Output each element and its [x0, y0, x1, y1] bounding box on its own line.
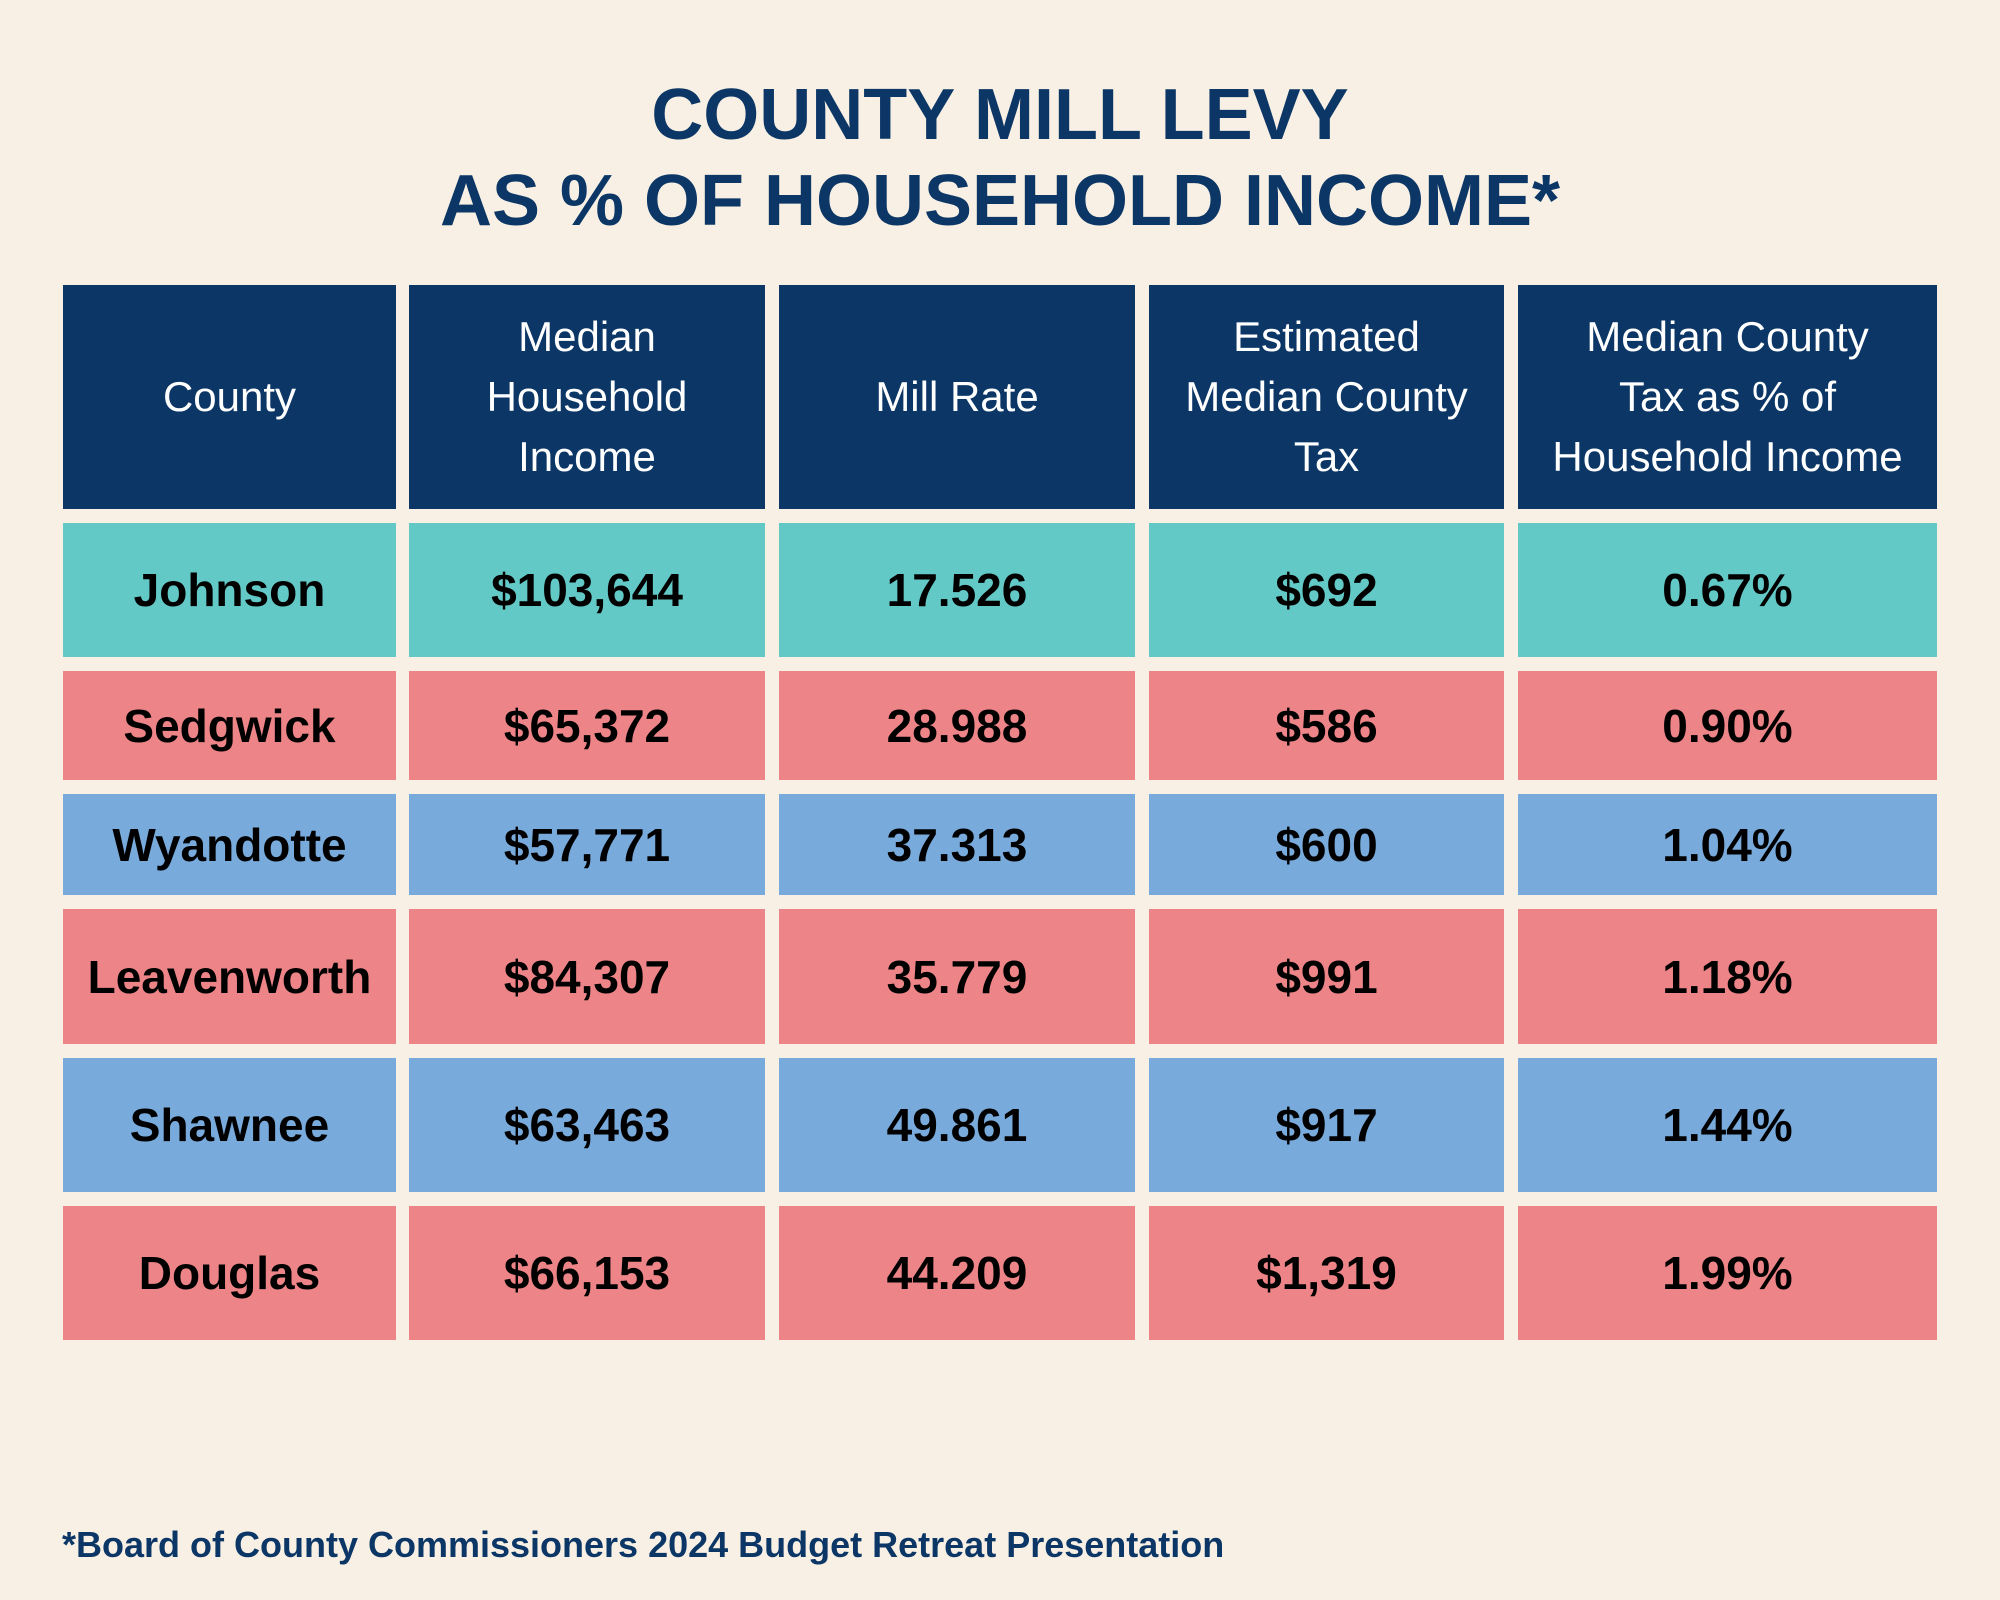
header-county: County [63, 285, 396, 509]
cell-tax-pct-of-income: 0.90% [1518, 671, 1937, 780]
header-line: Household [486, 373, 688, 420]
title-line-2: AS % OF HOUSEHOLD INCOME* [439, 161, 1561, 241]
cell-tax-pct-of-income: 0.67% [1518, 523, 1937, 657]
cell-mill-rate: 44.209 [779, 1206, 1135, 1340]
cell-median-household-income: $65,372 [409, 671, 765, 780]
cell-estimated-median-county-tax: $1,319 [1149, 1206, 1504, 1340]
cell-estimated-median-county-tax: $692 [1149, 523, 1504, 657]
cell-estimated-median-county-tax: $991 [1149, 909, 1504, 1044]
cell-county: Johnson [63, 523, 396, 657]
cell-mill-rate: 49.861 [779, 1058, 1135, 1192]
header-county-line: County [162, 373, 297, 420]
header-line: Estimated [1233, 313, 1420, 360]
cell-estimated-median-county-tax: $586 [1149, 671, 1504, 780]
cell-median-household-income: $57,771 [409, 794, 765, 895]
cell-county: Leavenworth [63, 909, 396, 1044]
cell-tax-pct-of-income: 1.44% [1518, 1058, 1937, 1192]
cell-county: Wyandotte [63, 794, 396, 895]
cell-estimated-median-county-tax: $917 [1149, 1058, 1504, 1192]
table-header-row: County Median Household Income Mill Rate… [63, 285, 1937, 509]
source-footnote: *Board of County Commissioners 2024 Budg… [62, 1524, 1225, 1565]
header-tax-pct-of-income: Median County Tax as % of Household Inco… [1518, 285, 1937, 509]
cell-tax-pct-of-income: 1.99% [1518, 1206, 1937, 1340]
cell-mill-rate: 28.988 [779, 671, 1135, 780]
cell-tax-pct-of-income: 1.04% [1518, 794, 1937, 895]
cell-mill-rate: 17.526 [779, 523, 1135, 657]
header-line: Tax [1293, 433, 1360, 480]
header-line: Median County [1586, 313, 1869, 360]
cell-tax-pct-of-income: 1.18% [1518, 909, 1937, 1044]
header-line: Income [518, 433, 656, 480]
page-title: COUNTY MILL LEVY AS % OF HOUSEHOLD INCOM… [0, 72, 2000, 244]
cell-estimated-median-county-tax: $600 [1149, 794, 1504, 895]
table-row: Shawnee $63,463 49.861 $917 1.44% [63, 1058, 1937, 1192]
header-line: Tax as % of [1618, 373, 1837, 420]
header-line: Mill Rate [875, 373, 1039, 420]
header-mill-rate: Mill Rate [779, 285, 1135, 509]
cell-mill-rate: 37.313 [779, 794, 1135, 895]
cell-county: Sedgwick [63, 671, 396, 780]
header-line: Household Income [1552, 433, 1903, 480]
header-median-household-income: Median Household Income [409, 285, 765, 509]
cell-median-household-income: $84,307 [409, 909, 765, 1044]
table-row: Johnson $103,644 17.526 $692 0.67% [63, 523, 1937, 657]
header-line: Median [518, 313, 656, 360]
cell-median-household-income: $103,644 [409, 523, 765, 657]
cell-median-household-income: $63,463 [409, 1058, 765, 1192]
header-estimated-median-county-tax: Estimated Median County Tax [1149, 285, 1504, 509]
cell-county: Douglas [63, 1206, 396, 1340]
table-row: Sedgwick $65,372 28.988 $586 0.90% [63, 671, 1937, 780]
title-line-1: COUNTY MILL LEVY [651, 75, 1349, 155]
table-row: Wyandotte $57,771 37.313 $600 1.04% [63, 794, 1937, 895]
table-row: Douglas $66,153 44.209 $1,319 1.99% [63, 1206, 1937, 1340]
cell-mill-rate: 35.779 [779, 909, 1135, 1044]
header-line: Median County [1185, 373, 1468, 420]
cell-median-household-income: $66,153 [409, 1206, 765, 1340]
cell-county: Shawnee [63, 1058, 396, 1192]
table-row: Leavenworth $84,307 35.779 $991 1.18% [63, 909, 1937, 1044]
